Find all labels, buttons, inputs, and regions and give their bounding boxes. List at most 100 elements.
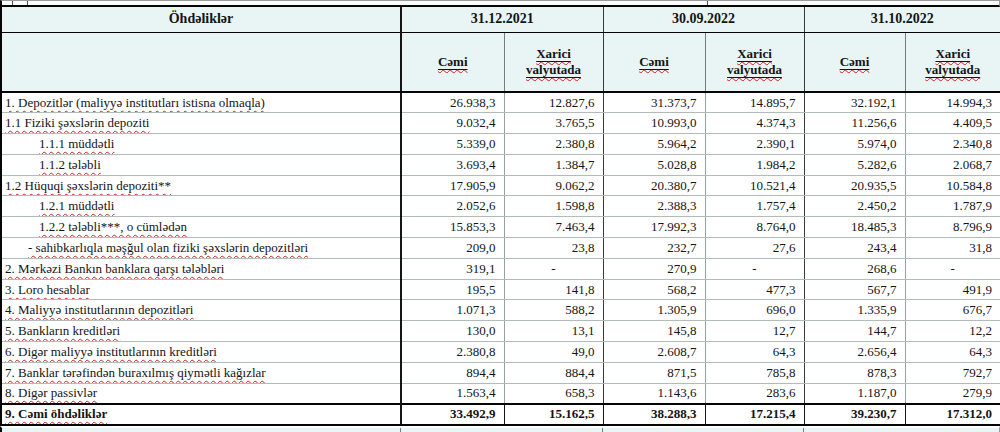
subheader-foreign-currency: Xarici valyutada bbox=[504, 32, 603, 92]
cell-value: 9.032,4 bbox=[401, 113, 504, 134]
table-row: 4. Maliyyə institutlarının depozitləri1.… bbox=[1, 300, 1000, 321]
cell-value: 5.028,8 bbox=[603, 154, 705, 175]
row-label: 1.2.1 müddətli bbox=[1, 196, 401, 217]
cell-border-tick bbox=[12, 1, 13, 5]
table-row: 5. Bankların kreditləri130,013,1145,812,… bbox=[1, 321, 1000, 342]
date-header: 30.09.2022 bbox=[603, 7, 804, 32]
cell-value: 1.984,2 bbox=[705, 154, 804, 175]
cell-value: 279,9 bbox=[905, 383, 1000, 404]
row-label-text: 1. Depozitlər (maliyyə institutları isti… bbox=[5, 95, 265, 110]
row-label-text: 9. Cəmi öhdəliklər bbox=[5, 406, 107, 421]
cell-value: 5.974,0 bbox=[804, 134, 905, 155]
subheader-foreign-currency: Xarici valyutada bbox=[705, 32, 804, 92]
cell-value: 12,7 bbox=[705, 321, 804, 342]
row-label: 1.2.2 tələbli***, o cümlədən bbox=[1, 217, 401, 238]
row-label-text: 3. Loro hesablar bbox=[5, 282, 90, 297]
table-row: 3. Loro hesablar195,5141,8568,2477,3567,… bbox=[1, 279, 1000, 300]
cell-value: 588,2 bbox=[504, 300, 603, 321]
cell-value: 130,0 bbox=[401, 321, 504, 342]
cell-value: 1.335,9 bbox=[804, 300, 905, 321]
row-label: 5. Bankların kreditləri bbox=[1, 321, 401, 342]
cell-value: 1.384,7 bbox=[504, 154, 603, 175]
cell-value: - bbox=[705, 258, 804, 279]
row-label: - sahibkarlıqla məşğul olan fiziki şəxsl… bbox=[1, 238, 401, 259]
cell-value: 12.827,6 bbox=[504, 92, 603, 113]
cell-value: 2.608,7 bbox=[603, 342, 705, 363]
row-label: 6. Digər maliyyə institutlarının kreditl… bbox=[1, 342, 401, 363]
cell-border-tick bbox=[707, 1, 708, 5]
row-label-text: 1.1 Fiziki şəxslərin depoziti bbox=[5, 115, 149, 130]
subheader-total: Cəmi bbox=[804, 32, 905, 92]
cell-value: 477,3 bbox=[705, 279, 804, 300]
cell-value: 17.312,0 bbox=[905, 404, 1000, 425]
cell-value: 491,9 bbox=[905, 279, 1000, 300]
cell-value: 2.656,4 bbox=[804, 342, 905, 363]
subheader-foreign-text: Xarici valyutada bbox=[727, 46, 782, 77]
row-label-text: 1.1.1 müddətli bbox=[39, 136, 114, 151]
cell-value: 9.062,2 bbox=[504, 175, 603, 196]
row-label-text: 5. Bankların kreditləri bbox=[5, 323, 120, 338]
table-row: 1.1.1 müddətli5.339,02.380,85.964,22.390… bbox=[1, 134, 1000, 155]
cell-value: 658,3 bbox=[504, 383, 603, 404]
cell-value: 878,3 bbox=[804, 362, 905, 383]
cell-value: 39.230,7 bbox=[804, 404, 905, 425]
subheader-foreign-underline: Xarici valyutada bbox=[727, 46, 782, 77]
table-row: 2. Mərkəzi Bankın banklara qarşı tələblə… bbox=[1, 258, 1000, 279]
row-label: 4. Maliyyə institutlarının depozitləri bbox=[1, 300, 401, 321]
cell-value: 10.521,4 bbox=[705, 175, 804, 196]
table-row-total: 9. Cəmi öhdəliklər33.492,915.162,538.288… bbox=[1, 404, 1000, 425]
liabilities-report-page: Öhdəliklər 31.12.2021 30.09.2022 31.10.2… bbox=[0, 0, 1000, 432]
cell-value: 64,3 bbox=[905, 342, 1000, 363]
row-label: 1.1.1 müddətli bbox=[1, 134, 401, 155]
cell-border-tick bbox=[803, 428, 804, 432]
cell-value: 209,0 bbox=[401, 238, 504, 259]
subheader-total-text: Cəmi bbox=[438, 54, 468, 69]
cell-value: 5.339,0 bbox=[401, 134, 504, 155]
cell-value: 38.288,3 bbox=[603, 404, 705, 425]
cell-value: 268,6 bbox=[804, 258, 905, 279]
row-label-text: 1.1.2 tələbli bbox=[39, 157, 101, 172]
row-label-text: 1.2.1 müddətli bbox=[39, 198, 114, 213]
cell-value: 23,8 bbox=[504, 238, 603, 259]
cell-value: 2.380,8 bbox=[504, 134, 603, 155]
cell-value: 141,8 bbox=[504, 279, 603, 300]
row-label-text: - sahibkarlıqla məşğul olan fiziki şəxsl… bbox=[28, 240, 308, 255]
row-label-text: 7. Banklar tərəfindən buraxılmış qiymətl… bbox=[5, 365, 266, 380]
table-row: 7. Banklar tərəfindən buraxılmış qiymətl… bbox=[1, 362, 1000, 383]
cell-value: 1.071,3 bbox=[401, 300, 504, 321]
subheader-total-underline: Cəmi bbox=[639, 54, 669, 69]
row-label: 9. Cəmi öhdəliklər bbox=[1, 404, 401, 425]
cell-value: 8.796,9 bbox=[905, 217, 1000, 238]
cell-value: 1.598,8 bbox=[504, 196, 603, 217]
cell-value: 1.143,6 bbox=[603, 383, 705, 404]
cell-value: 33.492,9 bbox=[401, 404, 504, 425]
subheader-total-text: Cəmi bbox=[639, 54, 669, 69]
previous-row-sliver bbox=[0, 0, 1000, 7]
cell-value: 2.380,8 bbox=[401, 342, 504, 363]
cell-value: 3.765,5 bbox=[504, 113, 603, 134]
row-label-text: 1.2.2 tələbli***, o cümlədən bbox=[39, 219, 187, 234]
subheader-total-underline: Cəmi bbox=[840, 54, 870, 69]
cell-value: 145,8 bbox=[603, 321, 705, 342]
subheader-foreign-currency: Xarici valyutada bbox=[905, 32, 1000, 92]
table-row: - sahibkarlıqla məşğul olan fiziki şəxsl… bbox=[1, 238, 1000, 259]
row-label: 1.1.2 tələbli bbox=[1, 154, 401, 175]
cell-value: 195,5 bbox=[401, 279, 504, 300]
cell-value: 20.380,7 bbox=[603, 175, 705, 196]
cell-value: 243,4 bbox=[804, 238, 905, 259]
cell-value: 49,0 bbox=[504, 342, 603, 363]
cell-value: 17.215,4 bbox=[705, 404, 804, 425]
cell-value: 144,7 bbox=[804, 321, 905, 342]
row-label: 7. Banklar tərəfindən buraxılmış qiymətl… bbox=[1, 362, 401, 383]
cell-value: 18.485,3 bbox=[804, 217, 905, 238]
cell-value: 31,8 bbox=[905, 238, 1000, 259]
cell-value: 785,8 bbox=[705, 362, 804, 383]
row-label-text: 1.2 Hüquqi şəxslərin depoziti** bbox=[5, 178, 171, 193]
table-row: 1.1 Fiziki şəxslərin depoziti 9.032,43.76… bbox=[1, 113, 1000, 134]
row-label: 1.2 Hüquqi şəxslərin depoziti** bbox=[1, 175, 401, 196]
cell-border-tick bbox=[602, 428, 603, 432]
subheader-foreign-underline: Xarici valyutada bbox=[526, 46, 581, 77]
cell-value: 4.409,5 bbox=[905, 113, 1000, 134]
date-header: 31.10.2022 bbox=[804, 7, 1000, 32]
cell-value: - bbox=[905, 258, 1000, 279]
